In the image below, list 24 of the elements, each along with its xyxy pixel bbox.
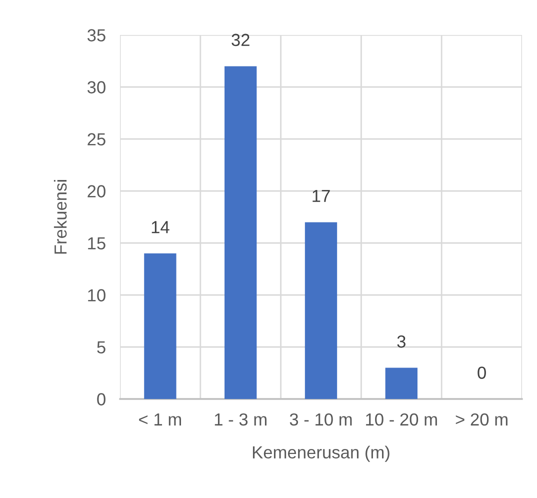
y-axis-title: Frekuensi <box>54 180 67 254</box>
data-label: 17 <box>312 190 330 202</box>
data-label: 14 <box>152 221 170 234</box>
y-tick-label: 15 <box>88 237 106 250</box>
x-tick-label: > 20 m <box>456 413 508 426</box>
bar <box>385 368 418 399</box>
bar <box>224 66 257 399</box>
x-axis-title: Kemenerusan (m) <box>252 446 390 462</box>
y-tick-label: 20 <box>88 185 106 198</box>
bar <box>144 253 176 399</box>
bar <box>304 222 338 399</box>
y-tick-label: 30 <box>87 81 106 94</box>
y-tick-label: 25 <box>88 133 106 146</box>
y-tick-label: 10 <box>88 289 106 302</box>
data-label: 0 <box>478 366 486 379</box>
x-tick-label: < 1 m <box>139 414 182 426</box>
data-label: 32 <box>232 34 250 46</box>
data-label: 3 <box>397 335 406 348</box>
y-tick-label: 5 <box>97 341 106 354</box>
x-tick-label: 10 - 20 m <box>366 413 437 426</box>
y-tick-label: 35 <box>87 29 106 42</box>
x-tick-label: 3 - 10 m <box>290 413 352 426</box>
x-tick-label: 1 - 3 m <box>214 413 266 426</box>
y-tick-label: 0 <box>97 393 106 406</box>
